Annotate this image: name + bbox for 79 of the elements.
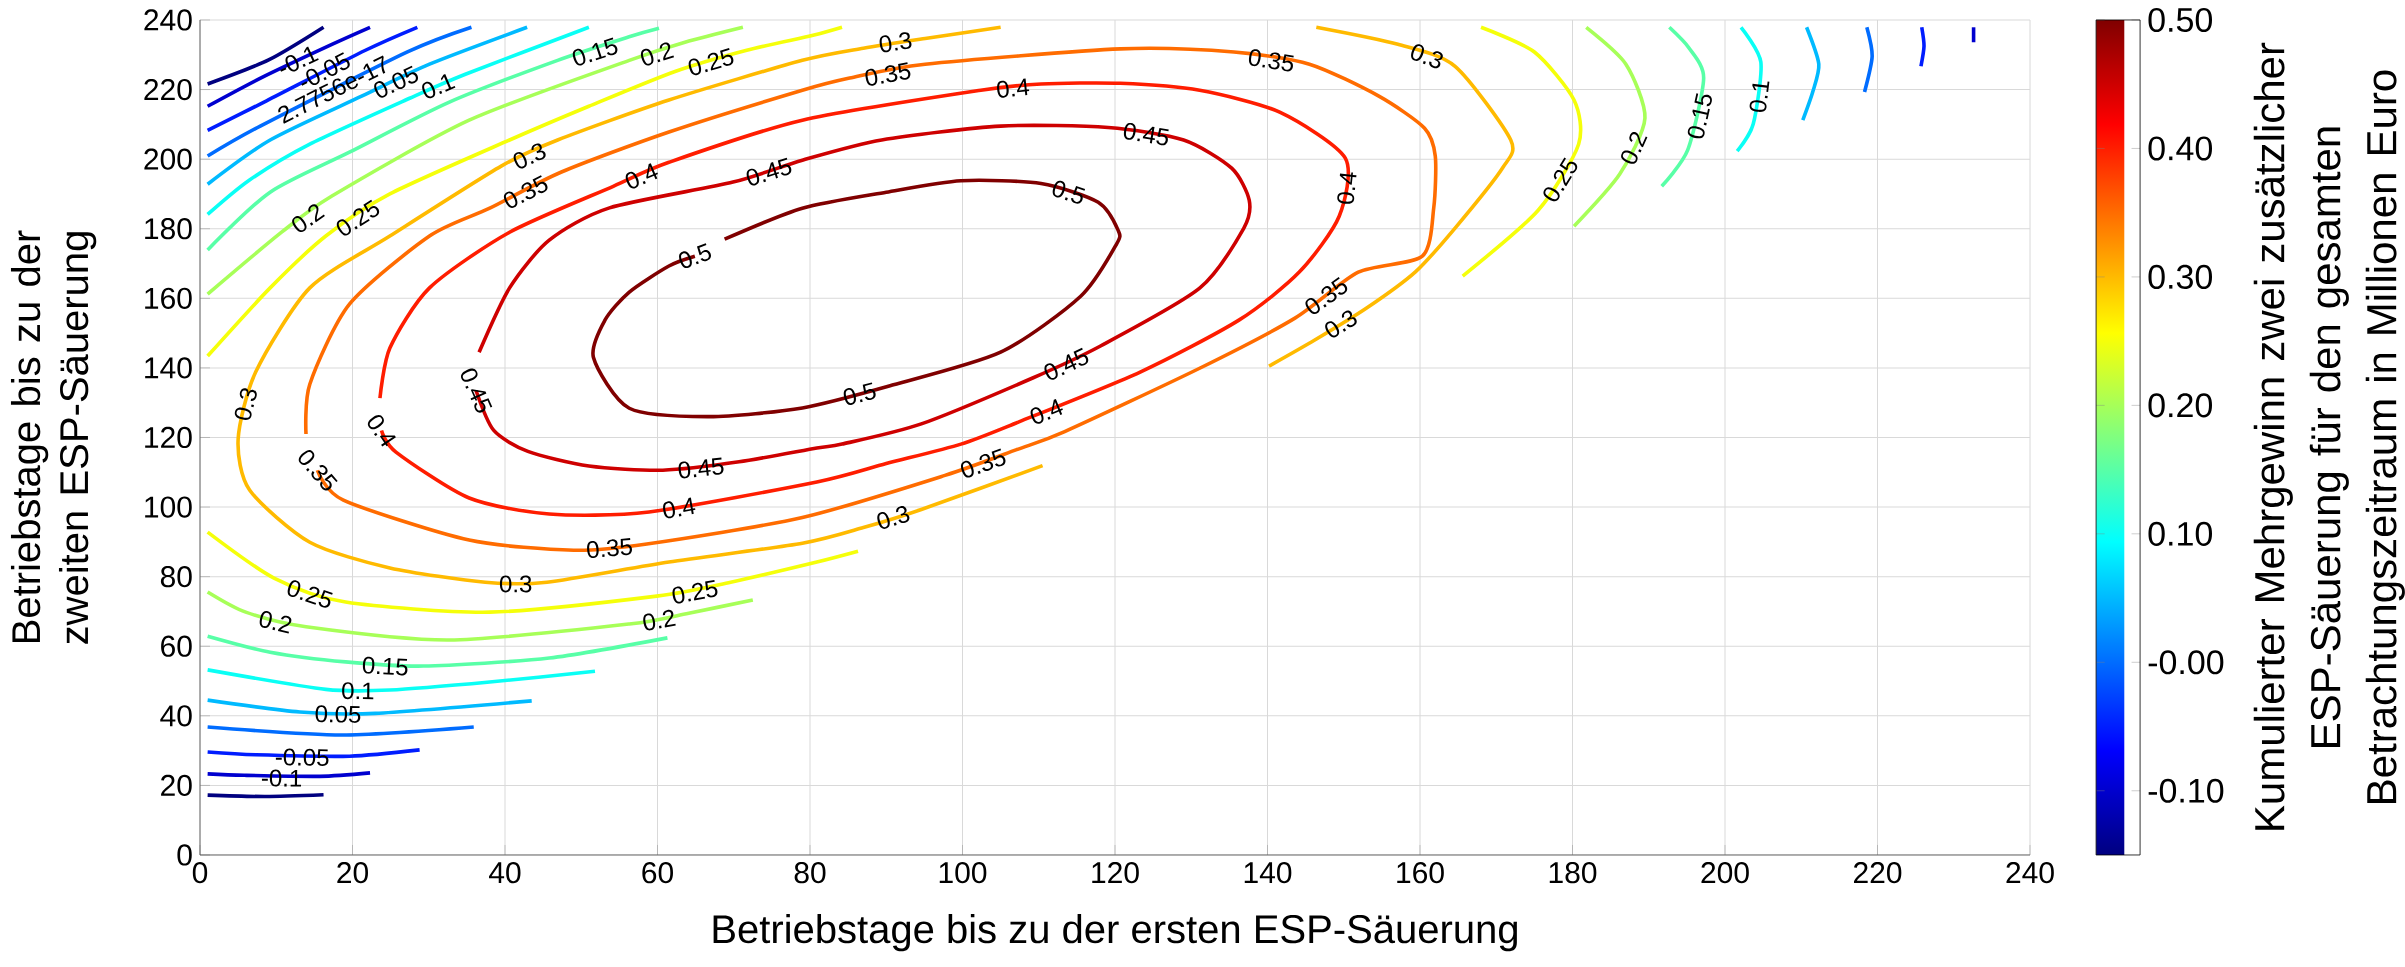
line-series	[1800, 25, 1821, 122]
annotation: 0.3	[513, 143, 546, 169]
color-bar-title: Kumulierter Mehrgewinn zwei zusätzlicher ESP-Säuerung für den gesamten Betrachtungszeitraum in Millionen Euro	[2253, 42, 2405, 830]
x-tick-label: 60	[642, 862, 673, 884]
annotation: 0.25	[287, 580, 333, 608]
annotation: 0.4	[663, 497, 696, 519]
annotation: 0.2	[643, 609, 676, 631]
annotation: 0.15	[1687, 93, 1712, 139]
y-tick-label: 100	[145, 496, 192, 518]
annotation: 0.4	[625, 163, 658, 189]
line-series	[205, 25, 420, 133]
annotation: 0.4	[1337, 172, 1357, 204]
line-series	[205, 25, 745, 296]
annotation: 0.2	[1621, 132, 1648, 164]
color-bar-label: 0.30	[2148, 264, 2213, 289]
annotation: 0.45	[678, 457, 724, 479]
annotation: 0.35	[587, 538, 632, 559]
annotation: 0.25	[672, 579, 718, 604]
annotation: 0.2	[292, 204, 325, 233]
x-tick-label: 160	[1397, 862, 1444, 884]
x-tick-label: 100	[939, 862, 987, 884]
color-bar-label: 0.10	[2148, 521, 2213, 546]
annotation: 0.4	[1030, 398, 1063, 424]
line-series	[205, 25, 474, 158]
y-tick-label: 40	[160, 705, 192, 727]
annotation: 0.1	[1749, 81, 1770, 112]
annotation: 0.2	[640, 42, 675, 66]
y-tick-label: 180	[145, 218, 192, 240]
annotation: 0.4	[367, 415, 396, 447]
annotation: 0.3	[234, 388, 257, 420]
x-tick-label: 120	[1092, 862, 1139, 884]
x-tick-label: 240	[2006, 862, 2054, 884]
y-tick-label: 60	[161, 635, 192, 657]
annotation: 0.35	[1248, 49, 1294, 72]
y-tick-label: 240	[144, 9, 192, 31]
color-bar-label: -0.00	[2148, 650, 2224, 675]
x-tick-label: 140	[1244, 862, 1292, 884]
y-tick-label: 20	[161, 774, 192, 797]
y-tick-label: 120	[145, 426, 192, 449]
y-tick-label: 0	[177, 844, 192, 866]
x-tick-label: 180	[1549, 862, 1597, 884]
x-axis-title: Betriebstage bis zu der ersten ESP-Säuerung	[713, 914, 1517, 952]
annotation: 0.45	[746, 157, 792, 186]
annotation: 0.3	[1411, 44, 1443, 69]
y-tick-label: 220	[144, 78, 192, 101]
annotation: 0.4	[997, 78, 1030, 98]
x-tick-label: 200	[1701, 862, 1749, 884]
annotation: 0.15	[362, 656, 408, 676]
annotation: 0.5	[679, 243, 711, 269]
annotation: 0.35	[865, 62, 911, 86]
line-series	[205, 25, 844, 358]
y-axis-title: Betriebstage bis zu der zweiten ESP-Säuerung	[10, 230, 97, 644]
x-tick-label: 20	[337, 862, 368, 884]
annotation: 0.3	[877, 506, 910, 529]
x-tick-label: 80	[794, 862, 826, 884]
x-tick-label: 220	[1853, 862, 1902, 884]
color-bar-label: 0.50	[2148, 7, 2213, 33]
annotation: 0.15	[572, 37, 618, 66]
color-bar-label: 0.20	[2148, 393, 2213, 418]
y-tick-label: 140	[145, 357, 192, 379]
annotation: 0.1	[422, 73, 456, 99]
annotation: 0.45	[1044, 347, 1089, 380]
y-tick-label: 200	[144, 148, 192, 170]
annotation: 0.5	[843, 382, 876, 405]
x-tick-label: 0	[192, 862, 208, 884]
annotation: 0.25	[336, 199, 380, 236]
color-bar-label: -0.10	[2148, 778, 2224, 803]
annotation: 0.35	[960, 448, 1006, 478]
annotation: 0.25	[688, 48, 734, 76]
y-tick-label: 80	[160, 566, 192, 588]
annotation: 0.5	[1052, 180, 1086, 204]
annotation: 0.3	[879, 32, 912, 53]
annotation: 0.35	[503, 175, 548, 208]
x-tick-label: 40	[489, 862, 521, 884]
annotation: 0.45	[1123, 122, 1169, 146]
color-bar-label: 0.40	[2148, 136, 2213, 161]
annotation: 0.45	[460, 368, 493, 413]
y-tick-label: 160	[145, 287, 192, 309]
annotation: 0.2	[259, 611, 292, 634]
